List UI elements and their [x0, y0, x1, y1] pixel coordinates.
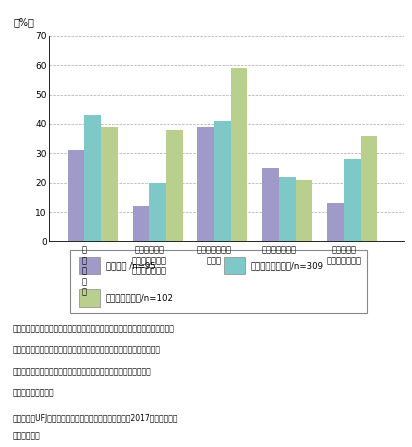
- Text: 商社ＯＢ等の
海外ビジネスの
経験豊富な人材: 商社ＯＢ等の 海外ビジネスの 経験豊富な人材: [132, 246, 167, 276]
- Text: 直接輸出（大）/n=102: 直接輸出（大）/n=102: [105, 293, 173, 302]
- Text: （%）: （%）: [14, 17, 35, 28]
- Bar: [262, 168, 279, 241]
- Bar: [79, 257, 100, 274]
- Text: 外国語に堪能な
技術者: 外国語に堪能な 技術者: [197, 246, 232, 265]
- Text: は間接輸出を行っているが直接輸出を行っていない企業。いずれも: は間接輸出を行っているが直接輸出を行っていない企業。いずれも: [12, 367, 151, 376]
- Bar: [79, 289, 100, 307]
- Bar: [327, 203, 344, 241]
- Text: 業省作成。: 業省作成。: [12, 431, 40, 440]
- Bar: [68, 150, 84, 241]
- Text: 輸出実務経験者: 輸出実務経験者: [262, 246, 297, 255]
- Text: 資料：三菱UFJリサーチ＆コンサルティング株式会社（2017）から経済産: 資料：三菱UFJリサーチ＆コンサルティング株式会社（2017）から経済産: [12, 414, 178, 423]
- Text: 直接輸出（中小）/n=309: 直接輸出（中小）/n=309: [251, 261, 324, 270]
- Bar: [360, 135, 377, 241]
- Bar: [279, 177, 296, 241]
- Bar: [84, 115, 101, 241]
- Bar: [344, 159, 360, 241]
- Text: 備考：輸出等の開始・拡大に際し不足している人材に関するアンケート調査。: 備考：輸出等の開始・拡大に際し不足している人材に関するアンケート調査。: [12, 324, 174, 333]
- Bar: [214, 121, 231, 241]
- Bar: [296, 180, 312, 241]
- Bar: [101, 127, 118, 241]
- Text: 外
国
語
人
材: 外 国 語 人 材: [82, 246, 87, 296]
- Bar: [166, 130, 183, 241]
- Bar: [231, 68, 247, 241]
- Text: 同業の海外
ビジネス経験者: 同業の海外 ビジネス経験者: [326, 246, 361, 265]
- Text: 「直接輸出」は直接輸出を含む輸出を行っている企業。「間接輸出」: 「直接輸出」は直接輸出を含む輸出を行っている企業。「間接輸出」: [12, 346, 160, 354]
- Bar: [133, 206, 149, 241]
- Bar: [197, 127, 214, 241]
- Text: 間接輸出 /n=95: 間接輸出 /n=95: [105, 261, 155, 270]
- Bar: [149, 183, 166, 241]
- Text: 卸売企業を除く。: 卸売企業を除く。: [12, 388, 54, 397]
- Bar: [224, 257, 245, 274]
